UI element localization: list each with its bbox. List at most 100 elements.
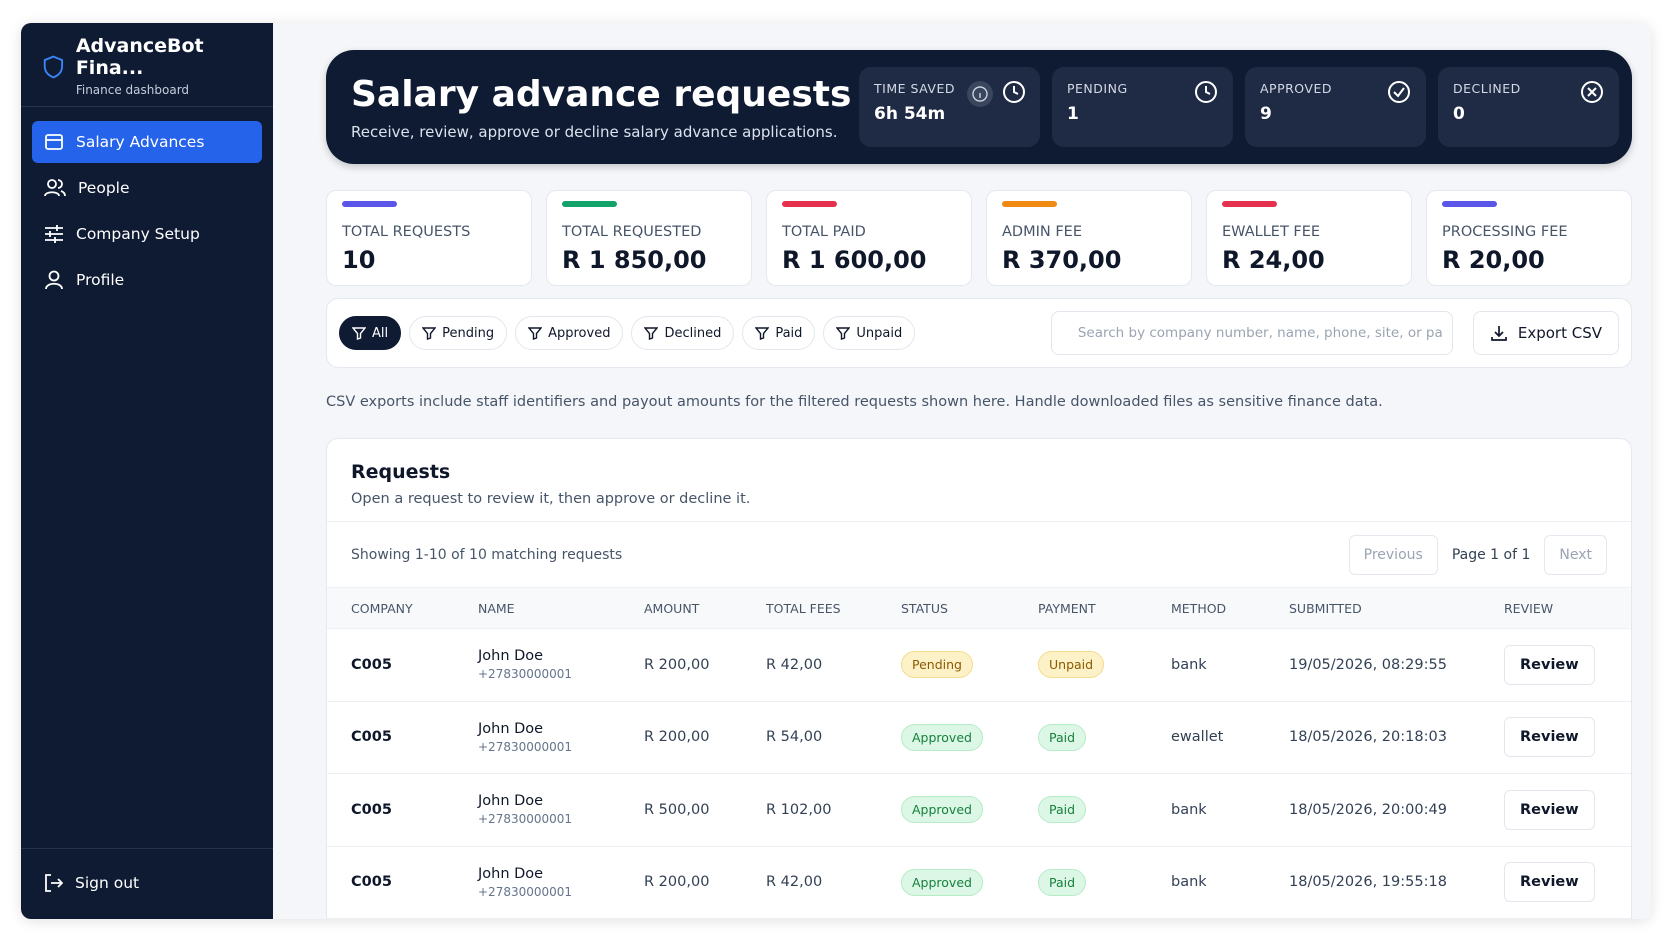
filter-chip[interactable]: Approved <box>515 316 624 350</box>
filter-chip[interactable]: Declined <box>631 316 735 350</box>
icon <box>1388 81 1410 103</box>
nav-label: Company Setup <box>76 225 200 243</box>
payment-badge: Unpaid <box>1038 651 1105 679</box>
export-note: CSV exports include staff identifiers an… <box>326 394 1383 410</box>
panel-title: Requests <box>351 461 451 483</box>
search-input[interactable]: Search by company number, name, phone, s… <box>1050 311 1453 355</box>
filter-label: Approved <box>548 325 611 341</box>
payment-cell: Paid <box>1038 796 1171 824</box>
amount: R 200,00 <box>644 656 710 673</box>
method: bank <box>1171 801 1207 818</box>
requests-panel: Requests Open a request to review it, the… <box>326 438 1632 919</box>
review-button[interactable]: Review <box>1504 644 1595 685</box>
sign-out[interactable]: Sign out <box>21 848 273 919</box>
summary-card: EWALLET FEE R 24,00 <box>1206 190 1412 286</box>
card-label: ADMIN FEE <box>1002 224 1082 240</box>
nav-item[interactable]: Company Setup <box>32 213 262 255</box>
company: C005 <box>351 874 392 891</box>
nav-item[interactable]: Profile <box>32 259 262 301</box>
icon <box>836 327 851 340</box>
nav-item[interactable]: Salary Advances <box>32 121 262 163</box>
card-accent <box>782 201 837 207</box>
pager: Showing 1-10 of 10 matching requests Pre… <box>327 522 1631 588</box>
total-fees: R 42,00 <box>766 874 823 891</box>
stat-label: APPROVED <box>1260 81 1333 96</box>
review-button[interactable]: Review <box>1504 717 1595 758</box>
summary-card: TOTAL REQUESTS 10 <box>326 190 532 286</box>
card-accent <box>1442 201 1497 207</box>
phone: +27830000001 <box>478 667 573 682</box>
name: John Doe <box>478 720 544 737</box>
app-window: AdvanceBot Fina... Finance dashboard Sala… <box>21 23 1651 919</box>
filter-label: Unpaid <box>856 325 903 341</box>
page-title: Salary advance requests <box>351 73 852 115</box>
export-label: Export CSV <box>1517 324 1602 342</box>
total-fees: R 54,00 <box>766 729 823 746</box>
card-label: TOTAL REQUESTS <box>342 224 471 240</box>
total-fees: R 102,00 <box>766 801 832 818</box>
export-button[interactable]: Export CSV <box>1472 311 1619 355</box>
phone: +27830000001 <box>478 739 573 754</box>
summary-card: PROCESSING FEE R 20,00 <box>1426 190 1632 286</box>
icon <box>1195 81 1217 103</box>
header-stats: TIME SAVED 6h 54m PENDING 1 APPROVED 9 DECL… <box>859 67 1619 147</box>
stat-value: 9 <box>1260 104 1272 124</box>
table-row: C005 John Doe +27830000001 R 200,00 R 42,00 A… <box>327 847 1631 919</box>
icon <box>967 81 1025 107</box>
amount: R 200,00 <box>644 729 710 746</box>
method: bank <box>1171 656 1207 673</box>
filter-label: Pending <box>442 325 495 341</box>
filter-chip[interactable]: Pending <box>409 316 508 350</box>
filter-chip[interactable]: Paid <box>742 316 816 350</box>
summary-card: TOTAL PAID R 1 600,00 <box>766 190 972 286</box>
table-row: C005 John Doe +27830000001 R 200,00 R 54,00 A… <box>327 702 1631 774</box>
status-cell: Approved <box>901 723 1038 751</box>
filter-chip[interactable]: All <box>339 316 402 350</box>
brand: AdvanceBot Fina... Finance dashboard <box>21 23 273 107</box>
nav: Salary Advances People Company Setup Pro… <box>21 107 273 315</box>
card-accent <box>1222 201 1277 207</box>
card-value: 10 <box>342 246 376 274</box>
nav-label: Profile <box>76 271 125 289</box>
icon <box>44 179 66 197</box>
payment-cell: Paid <box>1038 868 1171 896</box>
review-button[interactable]: Review <box>1504 789 1595 830</box>
filter-label: All <box>372 325 389 341</box>
sign-out-label: Sign out <box>75 874 140 892</box>
previous-button[interactable]: Previous <box>1348 534 1438 575</box>
next-button[interactable]: Next <box>1544 534 1607 575</box>
nav-label: People <box>78 179 130 197</box>
card-value: R 1 600,00 <box>782 246 927 274</box>
card-accent <box>342 201 397 207</box>
filter-chip[interactable]: Unpaid <box>823 316 916 350</box>
stat: TIME SAVED 6h 54m <box>859 67 1040 147</box>
name-cell: John Doe +27830000001 <box>478 648 644 681</box>
method: bank <box>1171 874 1207 891</box>
nav-label: Salary Advances <box>76 133 205 151</box>
stat: DECLINED 0 <box>1438 67 1619 147</box>
payment-badge: Paid <box>1038 868 1087 896</box>
payment-badge: Paid <box>1038 796 1087 824</box>
card-label: EWALLET FEE <box>1222 224 1321 240</box>
nav-item[interactable]: People <box>32 167 262 209</box>
review-cell: Review <box>1504 862 1631 903</box>
filter-label: Paid <box>775 325 803 341</box>
sidebar: AdvanceBot Fina... Finance dashboard Sala… <box>21 23 273 919</box>
name: John Doe <box>478 793 544 810</box>
search-placeholder: Search by company number, name, phone, s… <box>1077 325 1443 341</box>
card-label: TOTAL REQUESTED <box>562 224 702 240</box>
amount: R 500,00 <box>644 801 710 818</box>
stat-value: 1 <box>1067 104 1079 124</box>
table-header: COMPANY NAME AMOUNT TOTAL FEES STATUS PAYMENT… <box>327 588 1631 629</box>
column-header: STATUS <box>901 600 948 616</box>
name: John Doe <box>478 865 544 882</box>
column-header: METHOD <box>1171 600 1227 616</box>
review-button[interactable]: Review <box>1504 862 1595 903</box>
stat-label: DECLINED <box>1453 81 1521 96</box>
main: Salary advance requests Receive, review, … <box>273 23 1651 919</box>
brand-subtitle: Finance dashboard <box>75 83 190 97</box>
table-body: C005 John Doe +27830000001 R 200,00 R 42,00 P… <box>327 629 1631 919</box>
submitted: 18/05/2026, 19:55:18 <box>1289 874 1447 891</box>
status-cell: Approved <box>901 796 1038 824</box>
amount: R 200,00 <box>644 874 710 891</box>
